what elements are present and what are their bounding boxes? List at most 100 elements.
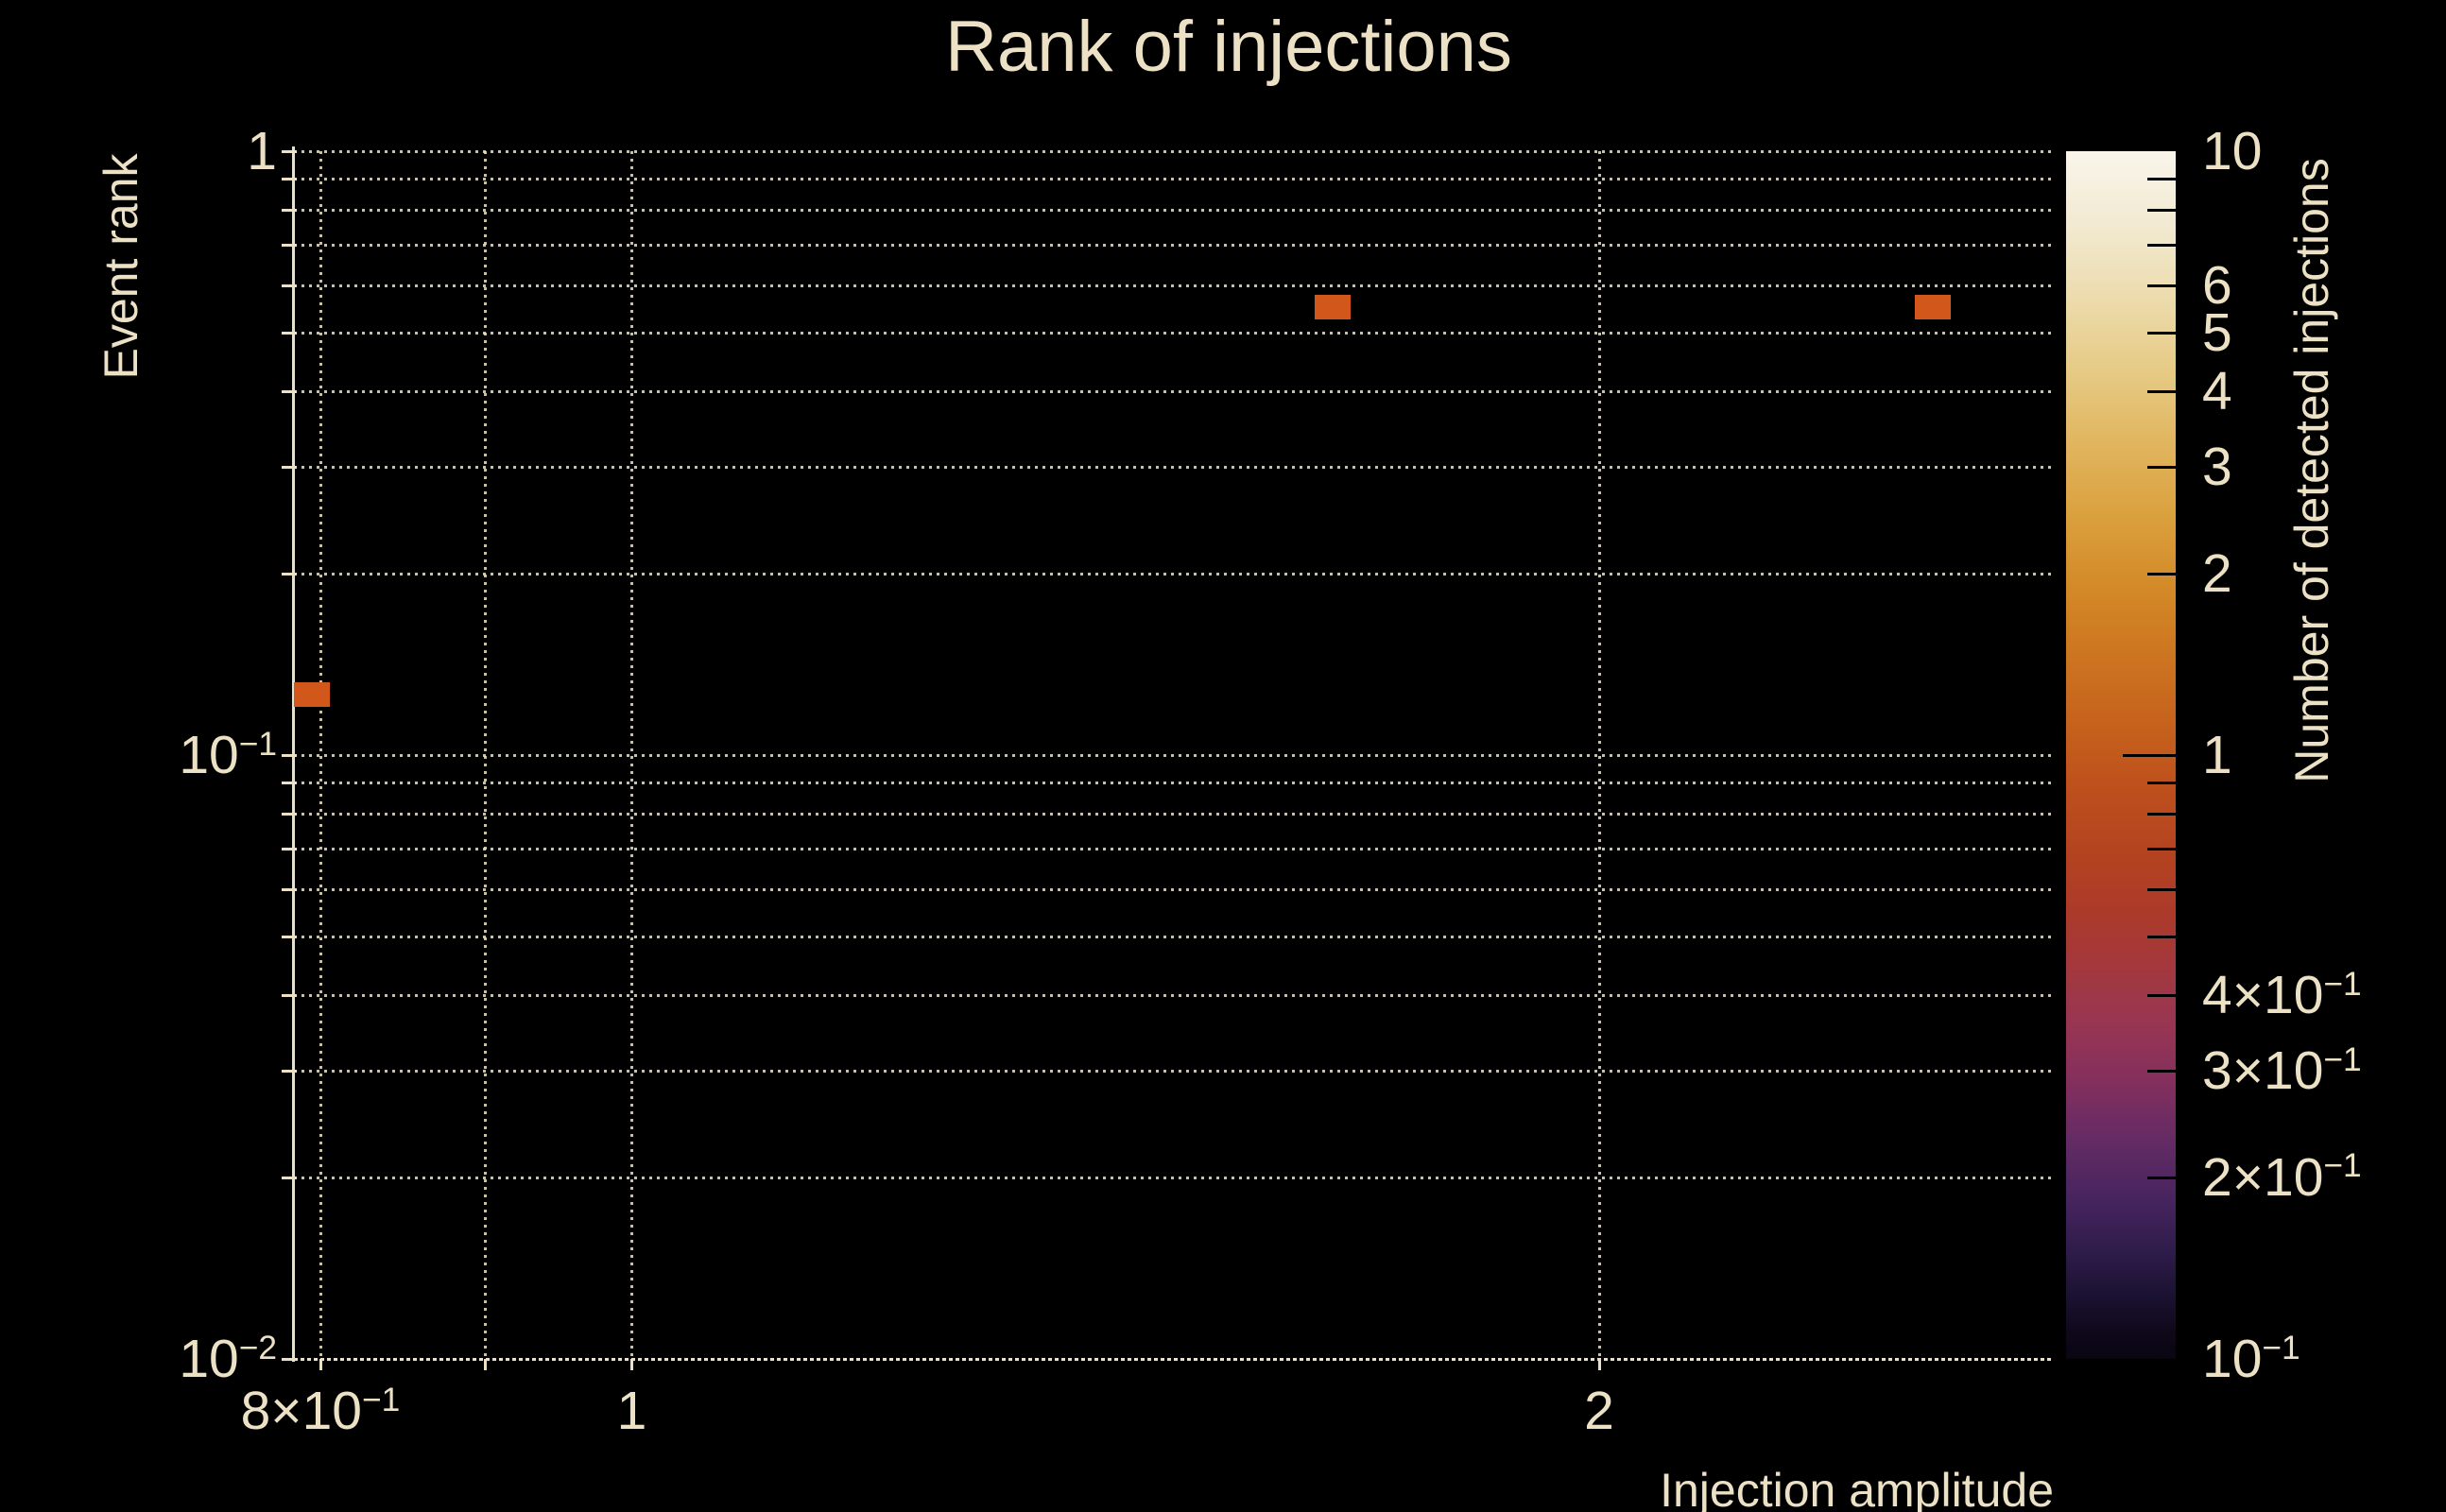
y-tick-mark: [282, 572, 297, 576]
y-tick-mark: [282, 887, 297, 891]
colorbar-minor-tick: [2147, 466, 2176, 470]
colorbar-tick-label: 3: [2202, 435, 2232, 499]
chart-title: Rank of injections: [945, 7, 1512, 87]
y-tick-label-exponent: −2: [238, 1329, 277, 1366]
data-marker: [1314, 295, 1351, 320]
colorbar-tick-label-text: 2×10: [2202, 1146, 2324, 1208]
y-gridline: [294, 332, 2054, 335]
y-gridline: [294, 782, 2054, 785]
y-tick-label-text: 10: [179, 1329, 239, 1389]
y-gridline: [294, 812, 2054, 816]
y-gridline: [294, 466, 2054, 470]
y-tick-mark: [282, 936, 297, 939]
colorbar-tick-label-text: 5: [2202, 302, 2232, 364]
colorbar-tick-label-exponent: −1: [2323, 1040, 2362, 1078]
y-tick-mark: [282, 466, 297, 470]
y-gridline: [294, 887, 2054, 891]
colorbar-minor-tick: [2147, 390, 2176, 394]
colorbar-minor-tick: [2147, 332, 2176, 335]
colorbar-tick-label-exponent: −1: [2323, 965, 2362, 1003]
data-marker: [1914, 295, 1951, 320]
colorbar-tick-label: 4×10−1: [2202, 963, 2362, 1035]
colorbar-tick-label-text: 2: [2202, 542, 2232, 604]
y-gridline: [294, 390, 2054, 394]
y-tick-label: 10−2: [0, 1327, 277, 1399]
y-tick-mark: [282, 1176, 297, 1179]
colorbar-tick-label: 2×10−1: [2202, 1145, 2362, 1217]
y-gridline: [294, 754, 2054, 757]
x-tick-mark: [1598, 1359, 1602, 1370]
y-tick-mark: [282, 150, 297, 153]
y-tick-label-text: 10: [179, 725, 239, 785]
colorbar-minor-tick: [2147, 284, 2176, 287]
colorbar-major-tick: [2123, 754, 2176, 757]
data-marker: [293, 681, 330, 707]
colorbar-minor-tick: [2147, 1176, 2176, 1179]
x-gridline: [1598, 151, 1602, 1359]
colorbar-tick-label-exponent: −1: [2323, 1147, 2362, 1185]
y-gridline: [294, 150, 2054, 153]
y-gridline: [294, 994, 2054, 998]
colorbar-tick-label: 2: [2202, 541, 2232, 606]
x-tick-label-text: 2: [1584, 1381, 1614, 1441]
colorbar-minor-tick: [2147, 208, 2176, 212]
colorbar-minor-tick: [2147, 847, 2176, 850]
x-gridline: [630, 151, 634, 1359]
x-gridline: [483, 151, 487, 1359]
y-tick-mark: [282, 1070, 297, 1074]
y-tick-mark: [282, 390, 297, 394]
colorbar-tick-label-text: 1: [2202, 725, 2232, 785]
y-tick-label: 1: [0, 119, 277, 183]
colorbar-minor-tick: [2147, 936, 2176, 939]
y-gridline: [294, 243, 2054, 247]
y-tick-label-text: 1: [247, 121, 277, 181]
colorbar-minor-tick: [2147, 782, 2176, 785]
y-tick-mark: [282, 284, 297, 287]
x-tick-label: 2: [1429, 1379, 1769, 1443]
colorbar-minor-tick: [2147, 1070, 2176, 1074]
colorbar-minor-tick: [2147, 887, 2176, 891]
y-gridline: [294, 284, 2054, 287]
x-tick-label-exponent: −1: [361, 1381, 401, 1418]
y-gridline: [294, 1176, 2054, 1179]
x-tick-mark: [319, 1359, 322, 1370]
x-tick-mark: [630, 1359, 634, 1370]
colorbar-tick-label-text: 10: [2202, 1329, 2263, 1389]
y-gridline: [294, 572, 2054, 576]
colorbar-minor-tick: [2147, 243, 2176, 247]
x-tick-label-text: 8×10: [240, 1381, 362, 1441]
colorbar-tick-label: 10−1: [2202, 1327, 2300, 1399]
y-gridline: [294, 1358, 2054, 1361]
y-gridline: [294, 847, 2054, 850]
x-tick-label: 1: [461, 1379, 801, 1443]
colorbar-tick-label-exponent: −1: [2262, 1329, 2300, 1366]
y-tick-mark: [282, 243, 297, 247]
y-gridline: [294, 1070, 2054, 1074]
colorbar-minor-tick: [2147, 994, 2176, 998]
colorbar-tick-label-text: 3×10: [2202, 1040, 2324, 1102]
colorbar-tick-label-text: 3: [2202, 437, 2232, 498]
colorbar-tick-label-text: 10: [2202, 121, 2263, 181]
x-gridline: [319, 151, 322, 1359]
y-tick-label: 10−1: [0, 723, 277, 795]
colorbar-tick-label: 4: [2202, 359, 2232, 423]
y-tick-mark: [282, 782, 297, 785]
colorbar-tick-label-text: 4×10: [2202, 965, 2324, 1026]
colorbar-tick-label: 6: [2202, 253, 2232, 318]
y-axis-label: Event rank: [95, 153, 147, 380]
y-tick-mark: [282, 208, 297, 212]
colorbar-tick-label: 1: [2202, 723, 2232, 787]
x-tick-label: 8×10−1: [150, 1379, 491, 1451]
x-tick-mark: [483, 1359, 487, 1370]
colorbar-minor-tick: [2147, 572, 2176, 576]
y-tick-mark: [282, 178, 297, 181]
y-tick-mark: [282, 754, 297, 757]
colorbar-tick-label: 5: [2202, 301, 2232, 365]
x-axis-label: Injection amplitude: [1660, 1464, 2054, 1512]
colorbar-tick-label: 3×10−1: [2202, 1039, 2362, 1110]
y-gridline: [294, 208, 2054, 212]
y-tick-mark: [282, 812, 297, 816]
y-gridline: [294, 936, 2054, 939]
colorbar-tick-label-text: 6: [2202, 254, 2232, 316]
